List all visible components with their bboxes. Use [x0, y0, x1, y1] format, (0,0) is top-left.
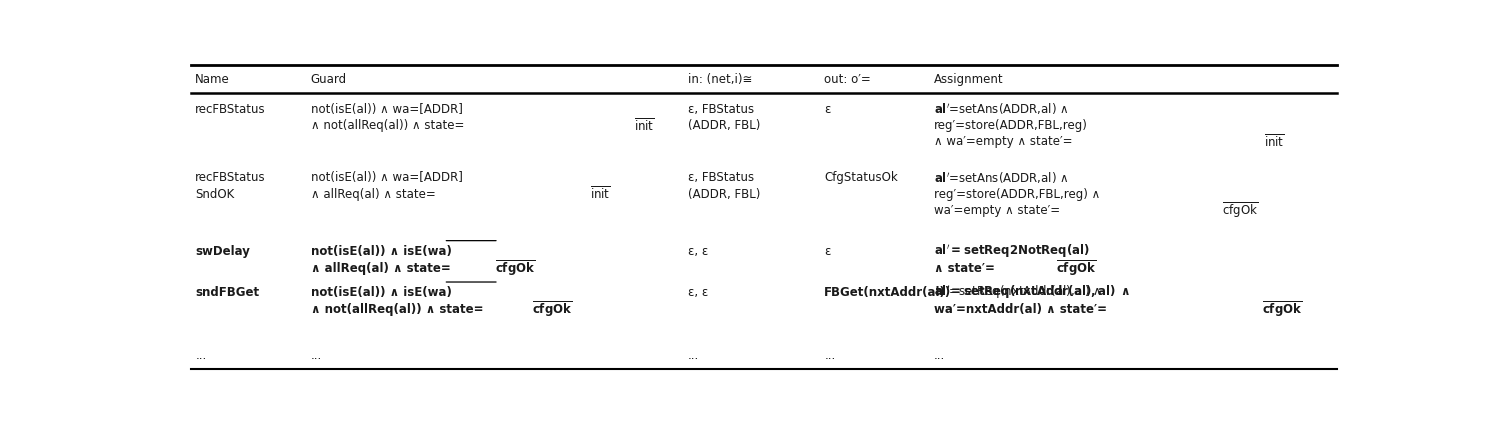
- Text: CfgStatusOk: CfgStatusOk: [825, 171, 898, 184]
- Text: $\mathbf{al'}$$\mathbf{=}$$\mathbf{setReq2NotReq(al)}$: $\mathbf{al'}$$\mathbf{=}$$\mathbf{setRe…: [934, 242, 1090, 260]
- Text: wa′=nxtAddr(al) ∧ state′=: wa′=nxtAddr(al) ∧ state′=: [934, 303, 1106, 316]
- Text: ...: ...: [195, 349, 207, 362]
- Text: $\mathbf{al'}$=setAns(ADDR,al) $\wedge$: $\mathbf{al'}$=setAns(ADDR,al) $\wedge$: [934, 170, 1069, 186]
- Text: not(isE(al)) ∧ wa=[ADDR]: not(isE(al)) ∧ wa=[ADDR]: [311, 103, 463, 116]
- Text: ∧ not(allReq(al)) ∧ state=: ∧ not(allReq(al)) ∧ state=: [311, 303, 484, 316]
- Text: recFBStatus: recFBStatus: [195, 103, 267, 116]
- Text: $\overline{\rm init}$: $\overline{\rm init}$: [634, 118, 655, 134]
- Text: $\mathbf{\overline{cfgOk}}$: $\mathbf{\overline{cfgOk}}$: [1056, 258, 1097, 278]
- Text: SndOK: SndOK: [195, 187, 235, 201]
- Text: $\mathbf{\overline{cfgOk}}$: $\mathbf{\overline{cfgOk}}$: [1261, 300, 1301, 319]
- Text: ...: ...: [934, 349, 946, 362]
- Text: $\mathbf{al'=setReq(nxtAddr(al),al)\ \wedge}$: $\mathbf{al'=setReq(nxtAddr(al),al)\ \we…: [934, 284, 1130, 301]
- Text: $\mathbf{\overline{cfgOk}}$: $\mathbf{\overline{cfgOk}}$: [496, 258, 536, 278]
- Text: Guard: Guard: [311, 73, 347, 86]
- Text: not(isE(al)) ∧ wa=[ADDR]: not(isE(al)) ∧ wa=[ADDR]: [311, 171, 463, 184]
- Text: sndFBGet: sndFBGet: [195, 286, 259, 299]
- Text: ...: ...: [688, 349, 700, 362]
- Text: ε: ε: [825, 244, 831, 258]
- Text: reg′=store(ADDR,FBL,reg) ∧: reg′=store(ADDR,FBL,reg) ∧: [934, 187, 1100, 201]
- Text: ε: ε: [825, 103, 831, 116]
- Text: $\overline{\rm init}$: $\overline{\rm init}$: [590, 186, 610, 202]
- Text: FBGet(nxtAddr(al)): FBGet(nxtAddr(al)): [825, 286, 951, 299]
- Text: ∧ allReq(al) ∧ state=: ∧ allReq(al) ∧ state=: [311, 262, 451, 275]
- Text: not(isE(al)) ∧ isE(wa): not(isE(al)) ∧ isE(wa): [311, 286, 451, 299]
- Text: wa′=empty ∧ state′=: wa′=empty ∧ state′=: [934, 204, 1060, 217]
- Text: ε, FBStatus: ε, FBStatus: [688, 103, 755, 116]
- Text: ∧ wa′=empty ∧ state′=: ∧ wa′=empty ∧ state′=: [934, 135, 1072, 148]
- Text: $\overline{\rm cfgOk}$: $\overline{\rm cfgOk}$: [1222, 201, 1258, 220]
- Text: $\overline{\rm init}$: $\overline{\rm init}$: [1264, 134, 1285, 150]
- Text: swDelay: swDelay: [195, 244, 250, 258]
- Text: $\mathbf{\overline{cfgOk}}$: $\mathbf{\overline{cfgOk}}$: [533, 300, 573, 319]
- Text: not(isE(al)) ∧ isE(wa): not(isE(al)) ∧ isE(wa): [311, 244, 451, 258]
- Text: ∧ not(allReq(al)) ∧ state=: ∧ not(allReq(al)) ∧ state=: [311, 119, 465, 132]
- Text: Name: Name: [195, 73, 231, 86]
- Text: reg′=store(ADDR,FBL,reg): reg′=store(ADDR,FBL,reg): [934, 119, 1088, 132]
- Text: (ADDR, FBL): (ADDR, FBL): [688, 187, 761, 201]
- Text: recFBStatus: recFBStatus: [195, 171, 267, 184]
- Text: ε, ε: ε, ε: [688, 286, 709, 299]
- Text: in: (net,i)≅: in: (net,i)≅: [688, 73, 752, 86]
- Text: ...: ...: [311, 349, 322, 362]
- Text: out: o′=: out: o′=: [825, 73, 871, 86]
- Text: ε, FBStatus: ε, FBStatus: [688, 171, 755, 184]
- Text: Assignment: Assignment: [934, 73, 1004, 86]
- Text: ∧ state′=: ∧ state′=: [934, 262, 995, 275]
- Text: (ADDR, FBL): (ADDR, FBL): [688, 119, 761, 132]
- Text: ε, ε: ε, ε: [688, 244, 709, 258]
- Text: $\mathbf{al'}$=setReq(nxtAddr(al),al) $\wedge$: $\mathbf{al'}$=setReq(nxtAddr(al),al) $\…: [934, 284, 1102, 301]
- Text: ...: ...: [825, 349, 835, 362]
- Text: ∧ allReq(al) ∧ state=: ∧ allReq(al) ∧ state=: [311, 187, 435, 201]
- Text: $\mathbf{al'}$=setAns(ADDR,al) $\wedge$: $\mathbf{al'}$=setAns(ADDR,al) $\wedge$: [934, 102, 1069, 117]
